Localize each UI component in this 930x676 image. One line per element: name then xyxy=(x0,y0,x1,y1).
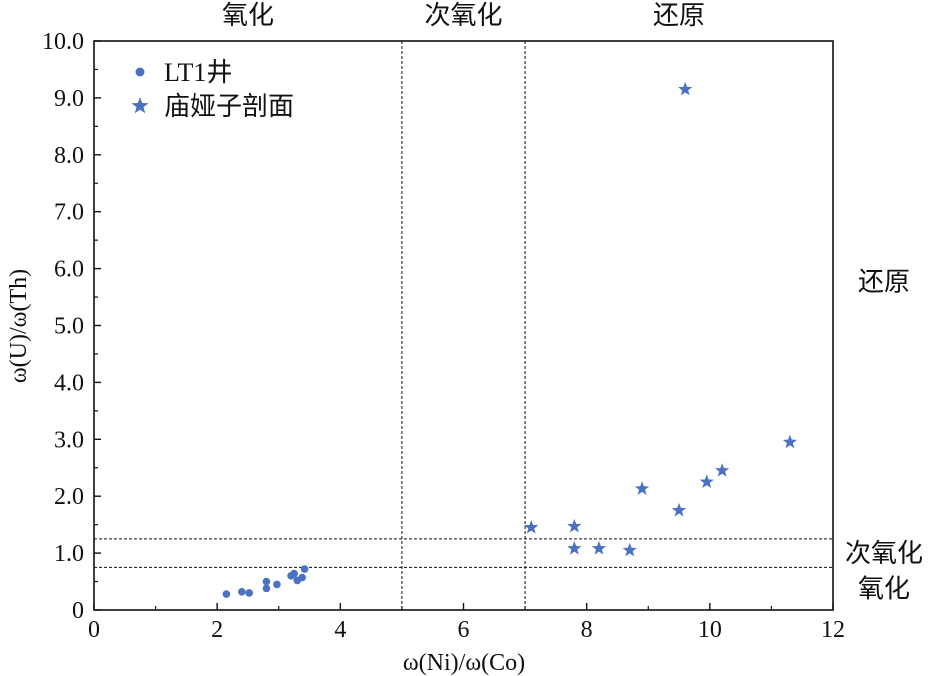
plot-frame xyxy=(93,40,834,611)
y-tick-label-3: 3.0 xyxy=(54,427,84,453)
x-tick-label-1: 2 xyxy=(211,617,223,643)
y-axis-label: ω(U)/ω(Th) xyxy=(6,269,32,383)
legend-marker-0 xyxy=(135,67,145,77)
y-tick-label-4: 4.0 xyxy=(54,370,84,396)
data-point-s1-4 xyxy=(622,542,637,557)
y-tick-label-8: 8.0 xyxy=(54,143,84,169)
x-region-label-0: 氧化 xyxy=(222,1,274,30)
data-point-s1-0 xyxy=(524,520,539,534)
x-tick-label-5: 10 xyxy=(698,617,722,643)
data-point-s1-8 xyxy=(699,474,714,489)
data-point-s1-10 xyxy=(782,434,798,449)
data-point-s0-10 xyxy=(300,565,309,573)
y-tick-label-2: 2.0 xyxy=(54,484,84,510)
data-point-s1-1 xyxy=(567,518,582,533)
y-region-label-1: 次氧化 xyxy=(845,539,923,568)
data-point-s1-2 xyxy=(567,541,582,555)
data-point-s0-1 xyxy=(238,587,246,596)
x-tick-label-6: 12 xyxy=(821,617,845,643)
legend-label-0: LT1井 xyxy=(164,58,232,87)
x-tick-label-3: 6 xyxy=(458,617,470,643)
x-tick-label-4: 8 xyxy=(581,617,593,643)
y-region-label-0: 还原 xyxy=(858,268,910,297)
data-point-s1-3 xyxy=(591,541,607,555)
y-tick-label-7: 7.0 xyxy=(54,200,84,226)
y-tick-label-5: 5.0 xyxy=(54,314,84,340)
data-point-s0-4 xyxy=(262,577,271,586)
x-region-label-1: 次氧化 xyxy=(424,1,502,30)
data-point-s0-9 xyxy=(298,573,306,582)
data-point-s1-6 xyxy=(671,502,687,517)
y-tick-label-6: 6.0 xyxy=(54,257,84,283)
data-point-s0-3 xyxy=(262,584,271,593)
x-axis-label: ω(Ni)/ω(Co) xyxy=(403,650,525,676)
data-point-s0-0 xyxy=(222,590,231,598)
y-tick-label-0: 0 xyxy=(72,598,84,624)
x-tick-label-0: 0 xyxy=(88,617,100,643)
legend-marker-1 xyxy=(131,97,149,114)
y-tick-label-1: 1.0 xyxy=(54,541,84,567)
y-tick-label-10: 10.0 xyxy=(42,29,84,55)
data-point-s1-5 xyxy=(634,481,650,495)
legend-label-1: 庙娅子剖面 xyxy=(164,92,294,121)
data-point-s1-9 xyxy=(715,463,730,477)
y-region-label-2: 氧化 xyxy=(858,575,910,604)
data-point-s1-7 xyxy=(678,81,693,96)
y-tick-label-9: 9.0 xyxy=(54,86,84,112)
x-tick-label-2: 4 xyxy=(334,617,346,643)
x-region-label-2: 还原 xyxy=(653,1,705,30)
data-point-s0-7 xyxy=(290,569,298,578)
data-point-s0-5 xyxy=(273,580,281,589)
data-point-s0-2 xyxy=(245,589,253,597)
